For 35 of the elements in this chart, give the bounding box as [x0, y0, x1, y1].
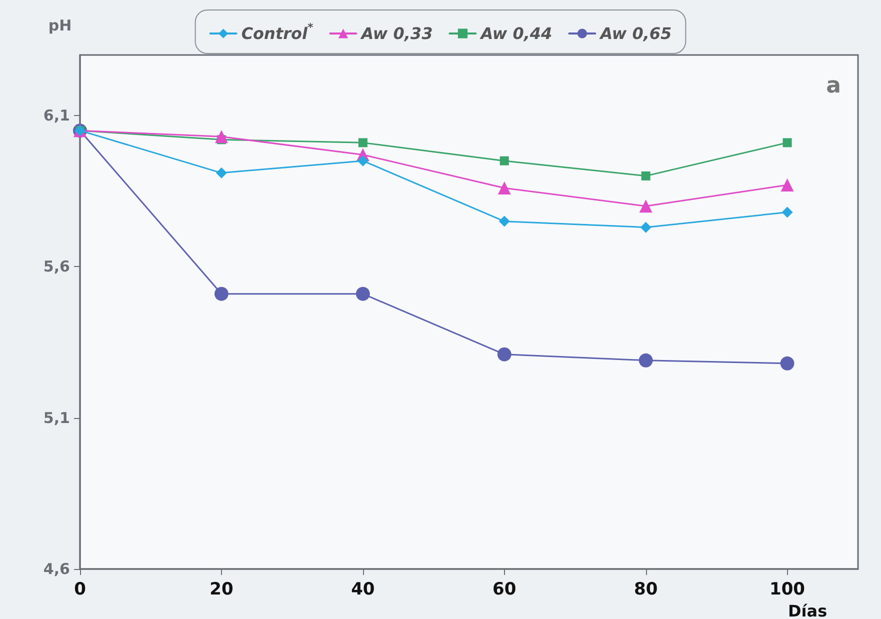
x-tick-label: 0	[74, 580, 86, 600]
x-axis-title: Días	[788, 602, 828, 619]
point	[641, 171, 650, 180]
point	[216, 167, 227, 178]
point	[214, 130, 228, 144]
point	[498, 182, 511, 195]
x-tick-label: 40	[351, 580, 375, 600]
y-tick-label: 4,6	[43, 560, 70, 578]
point	[356, 286, 370, 301]
point	[638, 353, 653, 368]
point	[497, 347, 512, 362]
point	[782, 138, 792, 148]
point	[357, 155, 368, 166]
y-tick-label: 6,1	[43, 106, 70, 124]
point	[780, 356, 794, 370]
legend-label: Control*	[241, 21, 314, 43]
point	[782, 206, 793, 218]
point	[640, 222, 652, 233]
point	[780, 178, 794, 192]
legend-label: Aw 0,44	[478, 24, 552, 43]
x-tick-label: 60	[492, 580, 516, 600]
y-tick-label: 5,6	[43, 258, 70, 276]
point	[358, 138, 368, 148]
point	[498, 216, 510, 227]
annotation: a	[826, 74, 842, 98]
y-tick-label: 5,1	[43, 408, 70, 427]
legend-label: Aw 0,65	[598, 24, 672, 43]
legend-label: Aw 0,33	[359, 24, 433, 43]
point	[214, 286, 228, 301]
x-tick-label: 20	[210, 580, 234, 600]
y-axis-title: pH	[48, 16, 72, 34]
x-tick-label: 100	[770, 580, 806, 600]
point	[639, 200, 652, 213]
point	[500, 156, 509, 166]
x-tick-label: 80	[634, 580, 658, 600]
